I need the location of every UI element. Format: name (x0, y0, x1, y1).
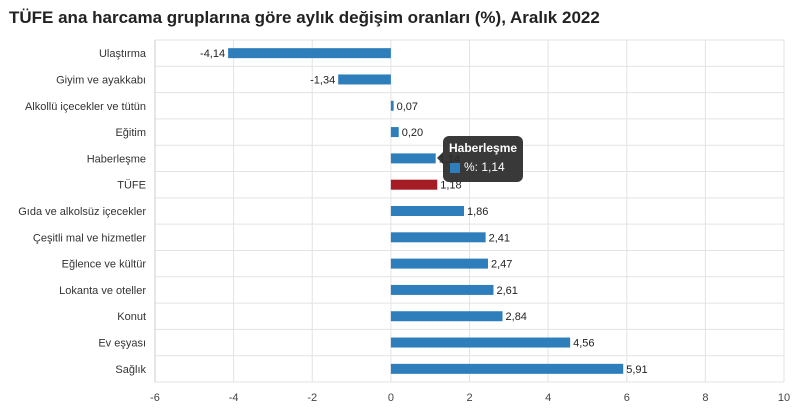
chart-title: TÜFE ana harcama gruplarına göre aylık d… (9, 8, 600, 27)
bar (390, 127, 399, 138)
category-label: Giyim ve ayakkabı (56, 74, 146, 86)
category-label: Ulaştırma (99, 48, 147, 60)
bar (390, 363, 624, 374)
category-label: TÜFE (117, 180, 146, 192)
category-label: Alkollü içecekler ve tütün (25, 101, 146, 113)
tooltip-swatch (450, 163, 460, 173)
tooltip-title: Haberleşme (449, 141, 518, 155)
x-tick-label: 0 (388, 392, 394, 404)
bar (390, 100, 394, 111)
category-label: Eğitim (115, 127, 146, 139)
bar (390, 258, 488, 269)
x-tick-label: 10 (778, 392, 790, 404)
tooltip: Haberleşme %: 1,14 (443, 136, 523, 182)
category-label: Haberleşme (87, 153, 146, 165)
category-label: Konut (117, 311, 146, 323)
tooltip-pointer (437, 152, 443, 164)
tooltip-value: %: 1,14 (464, 160, 505, 174)
bar (390, 179, 438, 190)
bar (390, 206, 464, 216)
value-label: 0,07 (397, 101, 418, 113)
value-label: 0,20 (402, 127, 423, 139)
category-label: Ev eşyası (98, 338, 146, 350)
bar (390, 232, 486, 243)
value-label: -4,14 (200, 48, 225, 60)
value-label: 1,18 (440, 180, 461, 192)
bar (228, 48, 391, 59)
bar (390, 337, 571, 348)
bar (390, 284, 494, 295)
bar (390, 311, 503, 322)
x-tick-label: 2 (466, 392, 472, 404)
value-label: 2,84 (506, 311, 527, 323)
category-label: Çeşitli mal ve hizmetler (33, 232, 146, 244)
value-label: 2,41 (489, 232, 510, 244)
value-label: 2,61 (496, 285, 517, 297)
value-label: 5,91 (626, 364, 647, 376)
x-tick-label: 4 (545, 392, 551, 404)
x-tick-label: 6 (624, 392, 630, 404)
category-label: Eğlence ve kültür (62, 259, 147, 271)
bar (390, 153, 436, 164)
value-label: -1,34 (310, 74, 335, 86)
x-tick-label: 8 (702, 392, 708, 404)
value-label: 1,86 (467, 206, 488, 218)
value-label: 2,47 (491, 259, 512, 271)
x-tick-label: -6 (150, 392, 160, 404)
x-tick-label: -4 (229, 392, 239, 404)
category-label: Gıda ve alkolsüz içecekler (18, 206, 146, 218)
category-label: Lokanta ve oteller (59, 285, 146, 297)
x-tick-label: -2 (307, 392, 317, 404)
bar (338, 74, 391, 85)
category-label: Sağlık (115, 364, 146, 376)
value-label: 4,56 (573, 338, 594, 350)
